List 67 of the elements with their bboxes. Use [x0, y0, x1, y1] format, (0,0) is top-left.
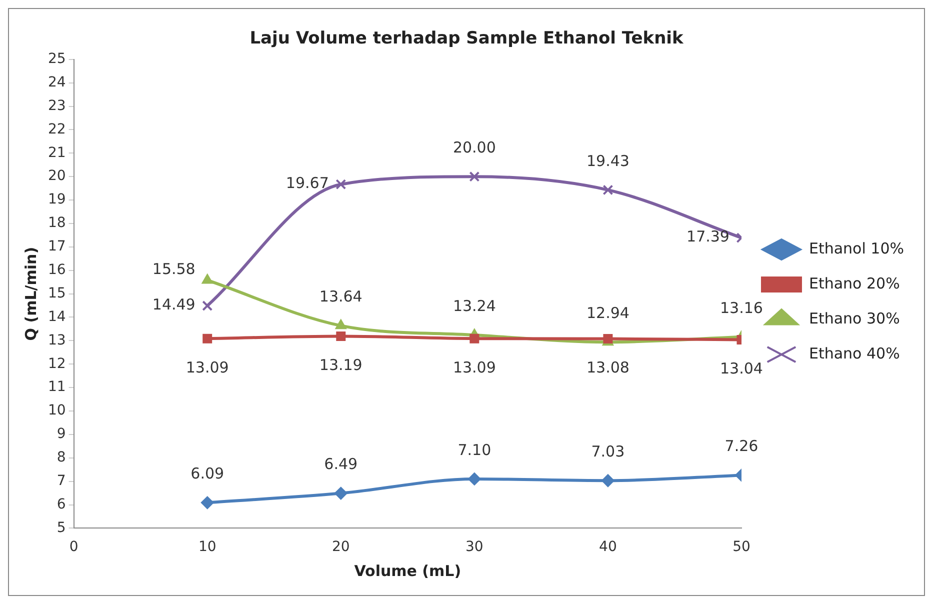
point [336, 179, 346, 190]
data-label: 20.00 [452, 138, 496, 156]
y-axis-title: Q (mL/min) [22, 246, 40, 341]
y-tick-label: 7 [56, 472, 66, 489]
y-tick-label: 20 [48, 168, 66, 184]
y-tick-label: 21 [48, 144, 66, 161]
x-tick-label: 40 [599, 539, 617, 556]
data-label: 7.10 [458, 440, 492, 459]
y-tick-label: 10 [48, 402, 66, 419]
y-tick-label: 24 [48, 74, 66, 90]
point [202, 274, 214, 284]
x-tick-label: 20 [332, 539, 350, 556]
y-tick-label: 11 [48, 379, 66, 396]
data-label: 7.03 [591, 442, 625, 461]
legend-label: Ethanol 10% [808, 239, 904, 258]
data-label: 15.58 [152, 260, 196, 278]
point [202, 334, 212, 344]
y-tick-label: 17 [48, 238, 66, 255]
y-tick-label: 18 [48, 215, 66, 232]
point [335, 319, 347, 330]
point [602, 184, 614, 196]
data-label: 17.39 [686, 228, 730, 246]
y-tick-label: 5 [56, 520, 66, 536]
y-tick-label: 15 [48, 285, 66, 302]
y-tick-label: 12 [48, 356, 66, 372]
point [202, 300, 213, 311]
data-label: 19.43 [586, 152, 630, 170]
chart-title: Laju Volume terhadap Sample Ethanol Teknik [250, 28, 684, 49]
y-tick-label: 23 [48, 98, 66, 114]
data-label: 19.67 [286, 174, 329, 192]
point [200, 496, 214, 510]
y-tick-label: 6 [56, 496, 66, 512]
y-tick-label: 19 [48, 192, 66, 208]
data-label: 13.09 [452, 358, 496, 376]
data-label: 13.16 [720, 298, 763, 317]
data-label: 12.94 [586, 304, 630, 322]
data-label: 6.09 [190, 464, 224, 483]
data-label: 13.24 [452, 296, 496, 315]
y-tick-label: 8 [56, 450, 66, 466]
y-tick-label: 14 [48, 308, 66, 325]
y-tick-label: 13 [48, 332, 66, 348]
data-label: 13.09 [186, 358, 229, 376]
data-label: 6.49 [324, 455, 358, 474]
data-label: 14.49 [152, 296, 196, 314]
x-tick-label: 30 [466, 539, 484, 556]
data-label: 7.26 [724, 437, 758, 456]
point [336, 331, 346, 341]
point [601, 474, 614, 488]
x-tick-label: 50 [732, 539, 750, 556]
point [469, 171, 480, 182]
data-label: 13.04 [720, 360, 763, 378]
point [468, 472, 481, 486]
legend-label: Ethano 40% [808, 344, 900, 362]
point [470, 334, 480, 344]
point [334, 486, 348, 500]
x-tick-label: 0 [69, 539, 78, 556]
data-label: 13.64 [319, 288, 362, 306]
x-tick-label: 10 [198, 539, 216, 556]
legend-label: Ethano 30% [808, 309, 900, 328]
data-label: 13.19 [319, 356, 362, 374]
y-tick-label: 9 [56, 426, 66, 442]
data-label: 13.08 [586, 358, 630, 377]
x-axis-title: Volume (mL) [354, 562, 462, 580]
y-tick-label: 16 [48, 262, 66, 278]
y-tick-label: 22 [48, 121, 66, 138]
y-tick-label: 25 [48, 51, 66, 68]
legend-label: Ethano 20% [808, 274, 900, 292]
